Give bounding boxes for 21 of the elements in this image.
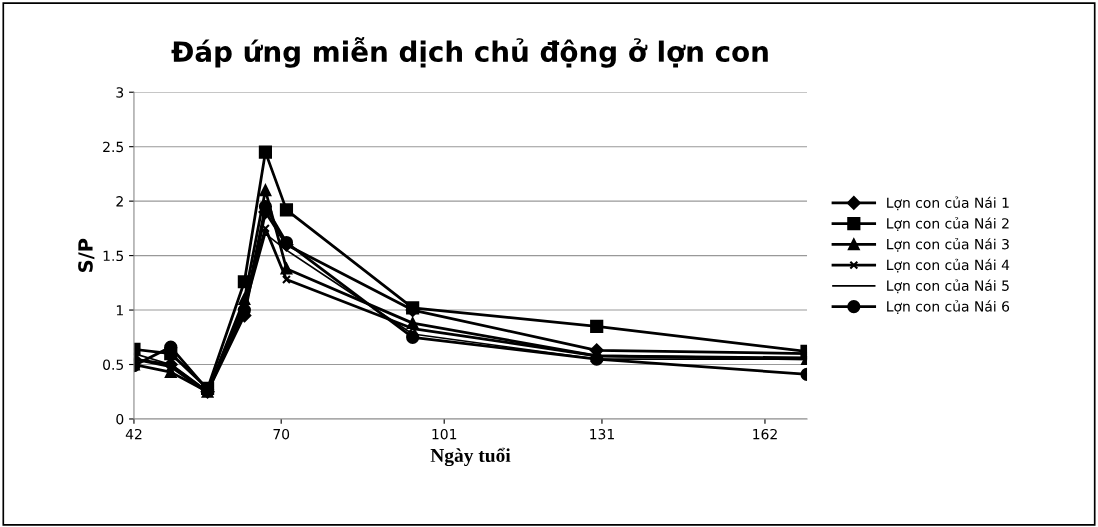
- x-tick-label: 70: [273, 428, 290, 440]
- legend-label: Lợn con của Nái 6: [887, 300, 1010, 314]
- y-tick-label: 0.5: [103, 359, 124, 370]
- x-tick-label: 162: [753, 428, 777, 440]
- x-tick-label: 131: [590, 428, 614, 440]
- x-tick-label: 42: [125, 428, 142, 440]
- y-tick-label: 0: [116, 413, 124, 425]
- legend-label: Lợn con của Nái 2: [887, 217, 1009, 232]
- legend-label: Lợn con của Nái 3: [887, 237, 1009, 252]
- y-tick-label: 1.5: [103, 250, 124, 262]
- y-axis-title: S/P: [78, 238, 95, 272]
- x-axis-title: Ngày tuổi: [430, 447, 511, 467]
- y-tick-label: 2.5: [103, 141, 124, 153]
- y-tick-label: 3: [116, 87, 124, 98]
- legend-label: Lợn con của Nái 1: [887, 196, 1009, 211]
- x-tick-label: 101: [432, 428, 457, 440]
- legend-label: Lợn con của Nái 4: [887, 258, 1010, 273]
- y-tick-label: 1: [116, 305, 123, 316]
- legend-label: Lợn con của Nái 5: [887, 279, 1009, 294]
- chart-title: Đáp ứng miễn dịch chủ động ở lợn con: [171, 37, 768, 68]
- y-tick-label: 2: [116, 196, 123, 207]
